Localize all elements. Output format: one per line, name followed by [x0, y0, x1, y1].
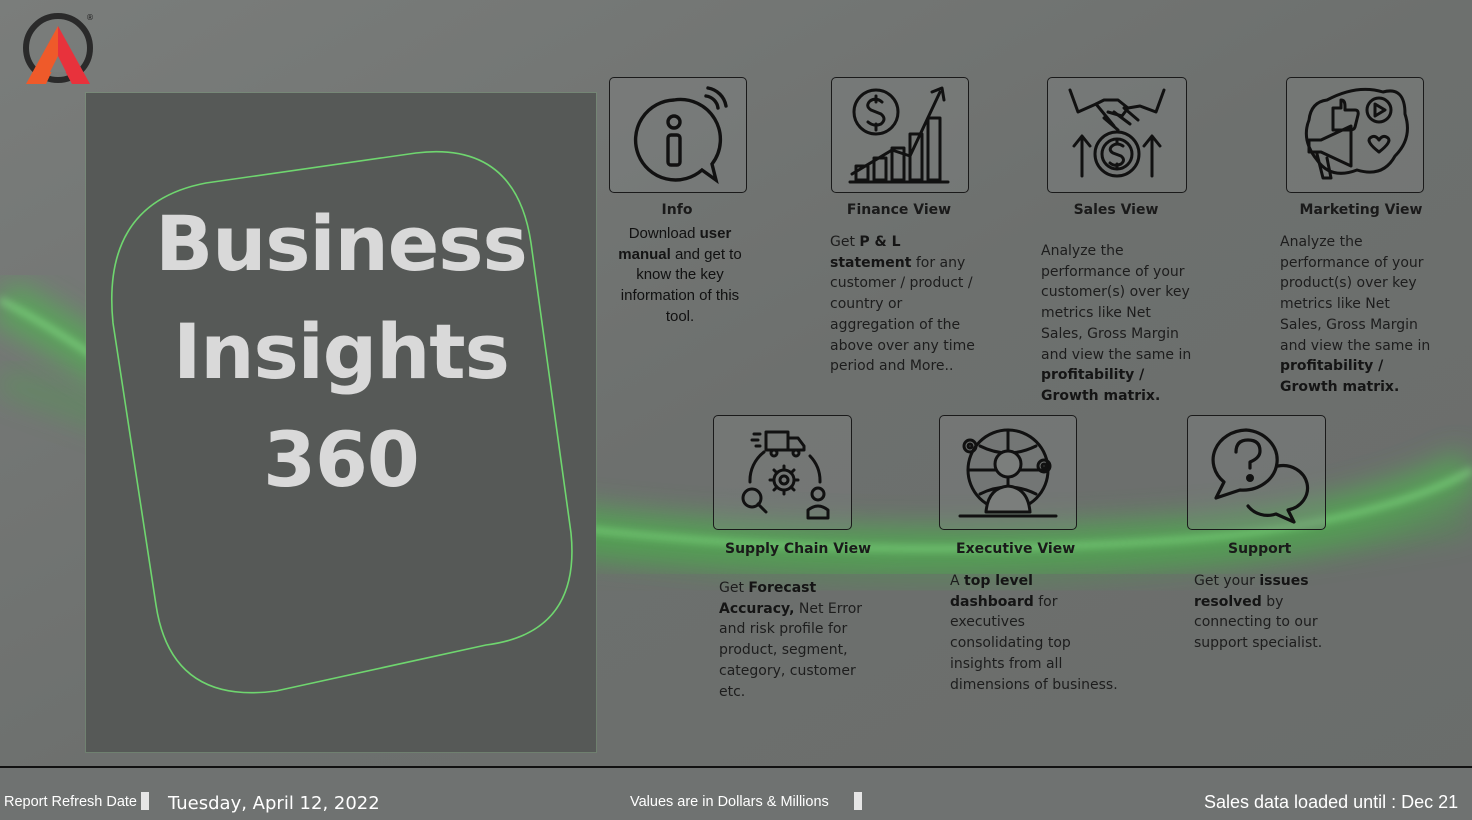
svg-text:®: ®	[86, 13, 94, 22]
tile-finance-view-title: Finance View	[846, 202, 952, 218]
refresh-label-marker	[141, 792, 149, 810]
tile-info-title: Info	[661, 202, 693, 218]
tile-executive-view-title: Executive View	[956, 541, 1076, 557]
desc-text: Get	[830, 234, 860, 250]
tile-support-description: Get your issues resolved by connecting t…	[1194, 571, 1334, 654]
supply-chain-icon	[741, 430, 830, 520]
report-refresh-date: Tuesday, April 12, 2022	[168, 793, 380, 814]
handshake-dollar-icon	[1068, 88, 1166, 178]
tile-executive-view-description: A top level dashboard for executives con…	[950, 571, 1118, 695]
tile-finance-view[interactable]	[831, 77, 969, 193]
desc-bold: Forecast Accuracy,	[719, 580, 817, 617]
tile-supply-chain-view[interactable]	[713, 415, 852, 530]
hero-title-line-1: Business	[155, 199, 527, 288]
desc-text: and get to know the key information of t…	[620, 245, 742, 325]
tile-support[interactable]	[1187, 415, 1326, 530]
desc-text: for executives consolidating top insight…	[950, 593, 1118, 693]
tile-info-description: Download user manual and get to know the…	[612, 224, 748, 328]
tile-executive-view[interactable]	[939, 415, 1077, 530]
tile-info[interactable]	[609, 77, 747, 193]
report-refresh-label: Report Refresh Date	[4, 794, 137, 810]
hero-title-line-2: Insights	[173, 307, 510, 396]
desc-text: Download	[628, 225, 700, 242]
hero-rounded-frame	[111, 151, 573, 694]
desc-text: by connecting to our support specialist.	[1194, 593, 1323, 652]
values-note: Values are in Dollars & Millions	[630, 794, 829, 810]
support-question-icon	[1211, 428, 1310, 524]
desc-text: A	[950, 573, 965, 589]
desc-text: Net Error and risk profile for product, …	[719, 600, 863, 700]
info-icon	[633, 86, 728, 185]
desc-text: Analyze the performance of your product(…	[1280, 234, 1431, 354]
tile-finance-view-description: Get P & L statement for any customer / p…	[830, 232, 980, 377]
tile-supply-chain-view-description: Get Forecast Accuracy, Net Error and ris…	[719, 578, 869, 702]
desc-bold: top level dashboard	[950, 573, 1034, 610]
tile-marketing-view-title: Marketing View	[1299, 202, 1423, 218]
hero-title: Business Insights 360	[86, 190, 596, 514]
tile-sales-view-description: Analyze the performance of your customer…	[1041, 241, 1193, 407]
tile-supply-chain-view-title: Supply Chain View	[725, 541, 872, 557]
hero-panel	[86, 93, 596, 752]
desc-bold: profitability / Growth matrix.	[1041, 367, 1161, 404]
desc-text: Get your	[1194, 573, 1260, 589]
finance-chart-icon	[848, 86, 950, 184]
hero-title-line-3: 360	[263, 415, 420, 504]
tile-marketing-view[interactable]	[1286, 77, 1424, 193]
desc-text: Get	[719, 580, 749, 596]
desc-text: for any customer / product / country or …	[830, 254, 975, 375]
tile-sales-view-title: Sales View	[1073, 202, 1159, 218]
desc-bold: user manual	[618, 225, 732, 263]
company-logo: ®	[23, 13, 94, 84]
tile-marketing-view-description: Analyze the performance of your product(…	[1280, 232, 1432, 398]
values-note-marker	[854, 792, 862, 810]
tile-sales-view[interactable]	[1047, 77, 1187, 193]
executive-globe-icon	[958, 428, 1058, 518]
desc-bold: issues resolved	[1194, 573, 1309, 610]
sales-loaded-until: Sales data loaded until : Dec 21	[1204, 792, 1459, 812]
megaphone-icon	[1304, 87, 1409, 180]
desc-bold: P & L statement	[830, 234, 912, 271]
footer-bar: Report Refresh Date Tuesday, April 12, 2…	[0, 766, 1472, 820]
desc-bold: profitability / Growth matrix.	[1280, 358, 1400, 395]
desc-text: Analyze the performance of your customer…	[1041, 243, 1192, 363]
tile-support-title: Support	[1228, 541, 1292, 557]
